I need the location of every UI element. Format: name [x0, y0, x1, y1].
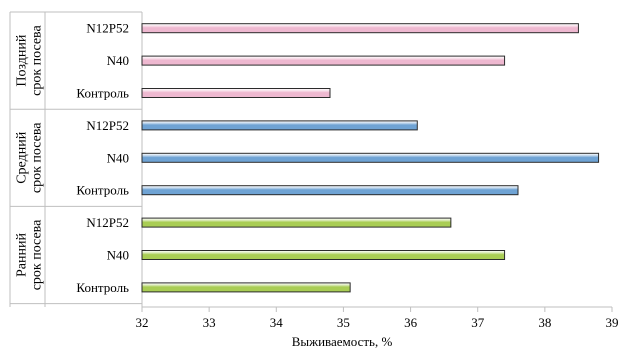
group-label-line: срок посева [30, 219, 45, 290]
bar-1-1 [141, 23, 579, 34]
group-label-line: срок посева [30, 122, 45, 193]
x-tick-label: 38 [538, 315, 551, 330]
group-label-line: Ранний [15, 233, 30, 277]
category-label: Контроль [76, 183, 129, 198]
category-label: N40 [107, 248, 129, 263]
group-label-line: срок посева [30, 25, 45, 96]
bar-3-3 [141, 282, 351, 293]
x-tick-label: 39 [606, 315, 619, 330]
category-label: N12P52 [86, 118, 129, 133]
x-tick-label: 35 [337, 315, 350, 330]
group-label: Среднийсрок посева [15, 122, 45, 193]
category-label: N40 [107, 150, 129, 165]
x-tick-label: 36 [404, 315, 418, 330]
x-tick-label: 37 [471, 315, 485, 330]
x-tick-label: 34 [270, 315, 284, 330]
bar-3-2 [141, 250, 506, 260]
bar-3-1 [141, 217, 452, 228]
group-label-line: Поздний [15, 34, 30, 86]
bar-1-3 [141, 88, 331, 98]
x-tick-label: 33 [203, 315, 216, 330]
category-label: Контроль [76, 86, 129, 101]
bar-1-2 [141, 55, 506, 66]
group-label-line: Средний [15, 131, 30, 183]
category-label: N40 [107, 53, 129, 68]
bar-2-3 [141, 185, 519, 196]
group-label: Позднийсрок посева [15, 25, 45, 96]
bar-2-1 [141, 120, 418, 131]
category-label: N12P52 [86, 215, 129, 230]
x-tick-label: 32 [136, 315, 149, 330]
group-label: Раннийсрок посева [15, 219, 45, 290]
bar-2-2 [141, 152, 600, 163]
x-axis-title: Выживаемость, % [292, 334, 393, 349]
category-label: N12P52 [86, 21, 129, 36]
category-label: Контроль [76, 280, 129, 295]
